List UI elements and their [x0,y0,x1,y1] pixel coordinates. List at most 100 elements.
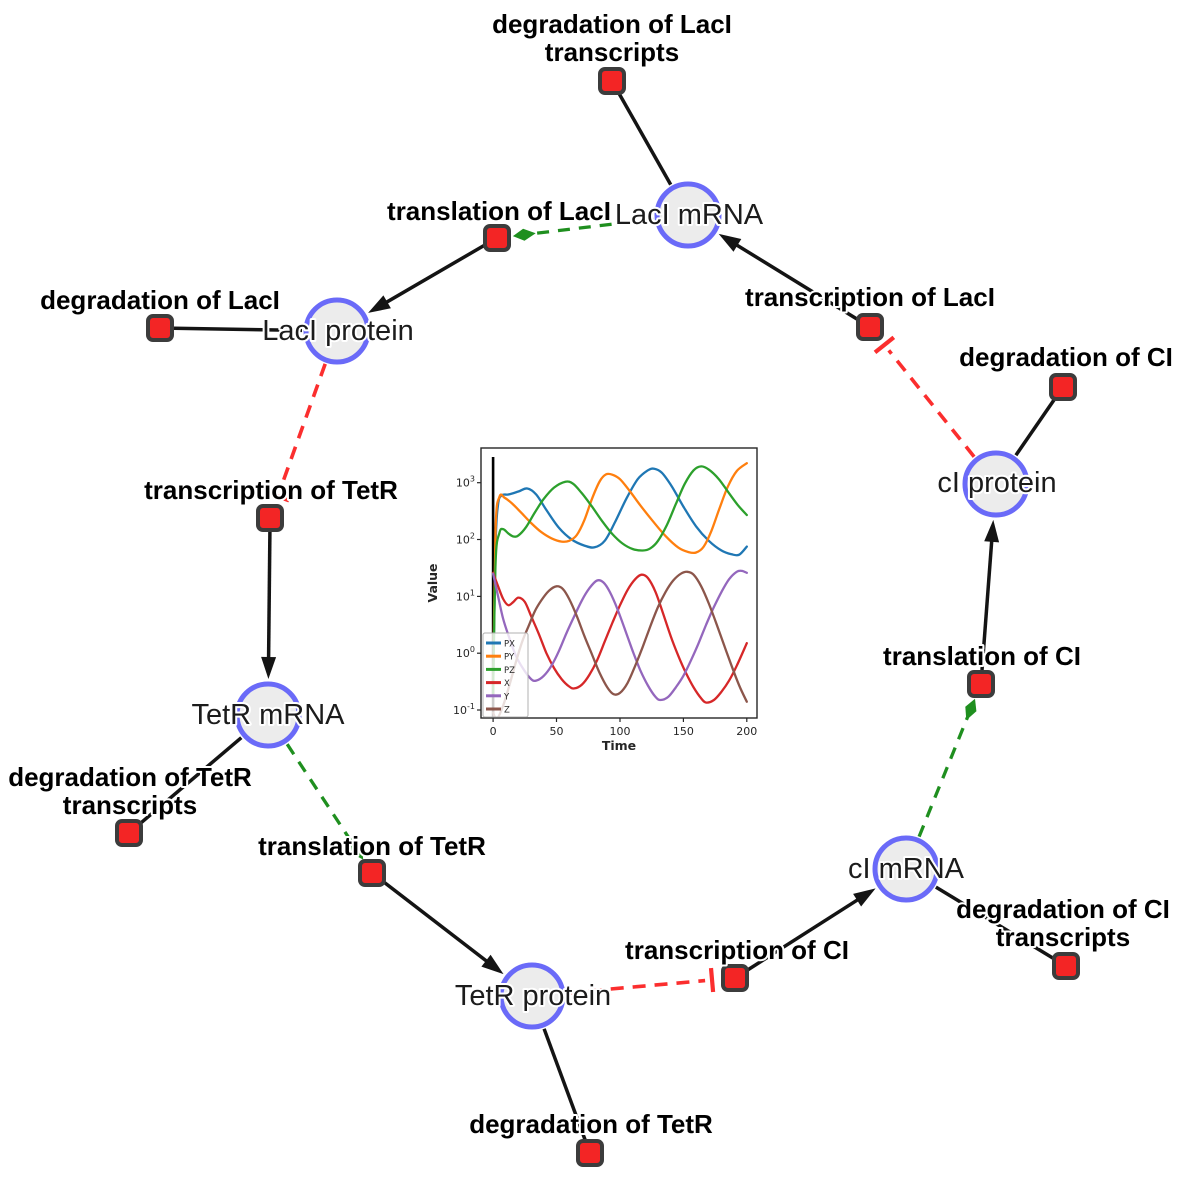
edge-consumption-laci_protein-deg_laci [173,326,303,333]
reaction-node-deg-tetr-tx [115,819,143,847]
node-label-tx-laci: transcription of LacI [745,282,995,312]
reaction-node-tl-laci [483,224,511,252]
reaction-node-tl-ci [967,670,995,698]
arrowhead-icon [481,954,504,975]
arrowhead-icon [368,295,391,313]
y-tick-label: 10-1 [453,702,475,717]
node-label-deg-laci: degradation of LacI [40,285,280,315]
x-axis-label: Time [602,738,636,753]
node-label-deg-tetr: degradation of TetR [469,1109,713,1139]
edge-consumption-laci_mrna-deg_laci_tx [617,92,673,186]
species-node-tetr-protein [498,962,566,1030]
legend-label-PX: PX [504,640,515,650]
node-label-deg-ci-tx: degradation of CI [956,894,1170,924]
series-PY-line [491,462,748,695]
species-node-laci-protein [303,297,371,365]
edge-inhibition-laci_protein-tx_tetr [265,363,327,503]
x-tick-label: 100 [610,725,631,738]
edge-modifier-laci_mrna-tl_laci [512,217,654,241]
edge-inhibition-ci_protein-tx_laci [873,335,976,458]
node-label-deg-tetr-tx: degradation of TetR [8,762,252,792]
node-label-tx-ci: transcription of CI [625,935,849,965]
labels-layer: LacI mRNA LacI protein TetR mRNA TetR prote… [6,7,1175,1141]
node-label-laci-mrna: LacI mRNA [615,199,764,231]
series-X-line [491,571,748,704]
arrowhead-icon [853,888,876,907]
node-label-tl-tetr: translation of TetR [258,831,486,861]
node-label-tl-ci: translation of CI [883,641,1081,671]
reaction-node-deg-laci-tx [598,67,626,95]
species-node-laci-mrna [654,181,722,249]
node-label-deg-ci: degradation of CI [959,342,1173,372]
edge-production-tl_tetr-tetr_protein [382,880,504,975]
edge-production-tl_laci-laci_protein [368,243,486,313]
reaction-node-tx-ci [721,964,749,992]
x-tick-label: 50 [550,725,564,738]
legend-label-PZ: PZ [504,666,515,676]
y-tick-label: 100 [456,645,475,660]
legend: PX PY PZ XYZ [482,632,529,718]
node-label-tx-tetr: transcription of TetR [144,475,398,505]
edge-production-tx_tetr-tetr_mrna [261,531,277,679]
edge-inhibition-tetr_protein-tx_ci [566,967,716,995]
modifier-arrowhead-icon [965,698,977,721]
reaction-node-deg-ci [1049,373,1077,401]
reaction-node-deg-tetr [576,1139,604,1167]
node-label-tetr-mrna: TetR mRNA [191,699,345,731]
inhibition-bar-icon [265,490,290,503]
edge-production-tx_ci-ci_mrna [745,888,876,972]
species-node-ci-protein [962,450,1030,518]
arrowhead-icon [261,656,277,679]
edge-production-tl_ci-ci_protein [980,519,1000,671]
chart-frame [480,447,758,719]
reaction-node-tl-tetr [358,859,386,887]
legend-label-PY: PY [504,653,515,663]
arrowhead-icon [984,519,1000,543]
legend-label-Y: Y [503,692,510,702]
modifier-arrowhead-icon [512,228,536,241]
inhibition-bar-icon [873,335,896,355]
node-label-laci-protein: LacI protein [262,315,414,347]
x-tick-label: 0 [490,725,497,738]
node-label-deg-laci-tx: degradation of LacI [492,9,732,39]
series-Z-line [491,570,748,717]
reaction-node-tx-laci [856,313,884,341]
edges-layer [138,92,1057,1141]
reaction-node-deg-ci-tx [1052,952,1080,980]
species-node-tetr-mrna [234,681,302,749]
series-PX-line [491,467,748,695]
node-label-deg-ci-tx: transcripts [996,922,1130,952]
y-axis-label: Value [425,563,440,602]
edge-consumption-tetr_mrna-deg_tetr_tx [138,736,243,826]
y-tick-label: 103 [456,475,475,490]
modifier-arrowhead-icon [350,840,364,860]
node-label-ci-mrna: cI mRNA [848,853,965,885]
node-label-deg-laci-tx: transcripts [545,37,679,67]
edge-consumption-ci_protein-deg_ci [1014,397,1057,457]
species-node-ci-mrna [872,835,940,903]
x-tick-label: 150 [673,725,694,738]
edge-modifier-ci_mrna-tl_ci [917,698,977,838]
edge-modifier-tetr_mrna-tl_tetr [285,743,364,860]
y-tick-label: 101 [456,588,475,603]
arrowhead-icon [718,233,742,252]
legend-label-Z: Z [504,706,510,716]
x-tick-label: 200 [736,725,757,738]
legend-label-X: X [504,679,510,689]
node-label-tl-laci: translation of LacI [387,196,611,226]
reaction-node-tx-tetr [256,504,284,532]
edge-consumption-ci_mrna-deg_ci_tx [934,885,1055,961]
inhibition-bar-icon [708,967,716,993]
node-label-tetr-protein: TetR protein [455,980,611,1012]
series-PZ-line [491,465,748,695]
reaction-node-deg-laci [146,314,174,342]
edge-consumption-tetr_protein-deg_tetr [542,1028,587,1141]
node-label-ci-protein: cI protein [937,467,1056,499]
nodes-layer [115,67,1080,1167]
series-Y-line [491,569,748,702]
edge-production-tx_laci-laci_mrna [718,233,860,322]
y-tick-label: 102 [456,532,475,547]
node-label-deg-tetr-tx: transcripts [63,790,197,820]
